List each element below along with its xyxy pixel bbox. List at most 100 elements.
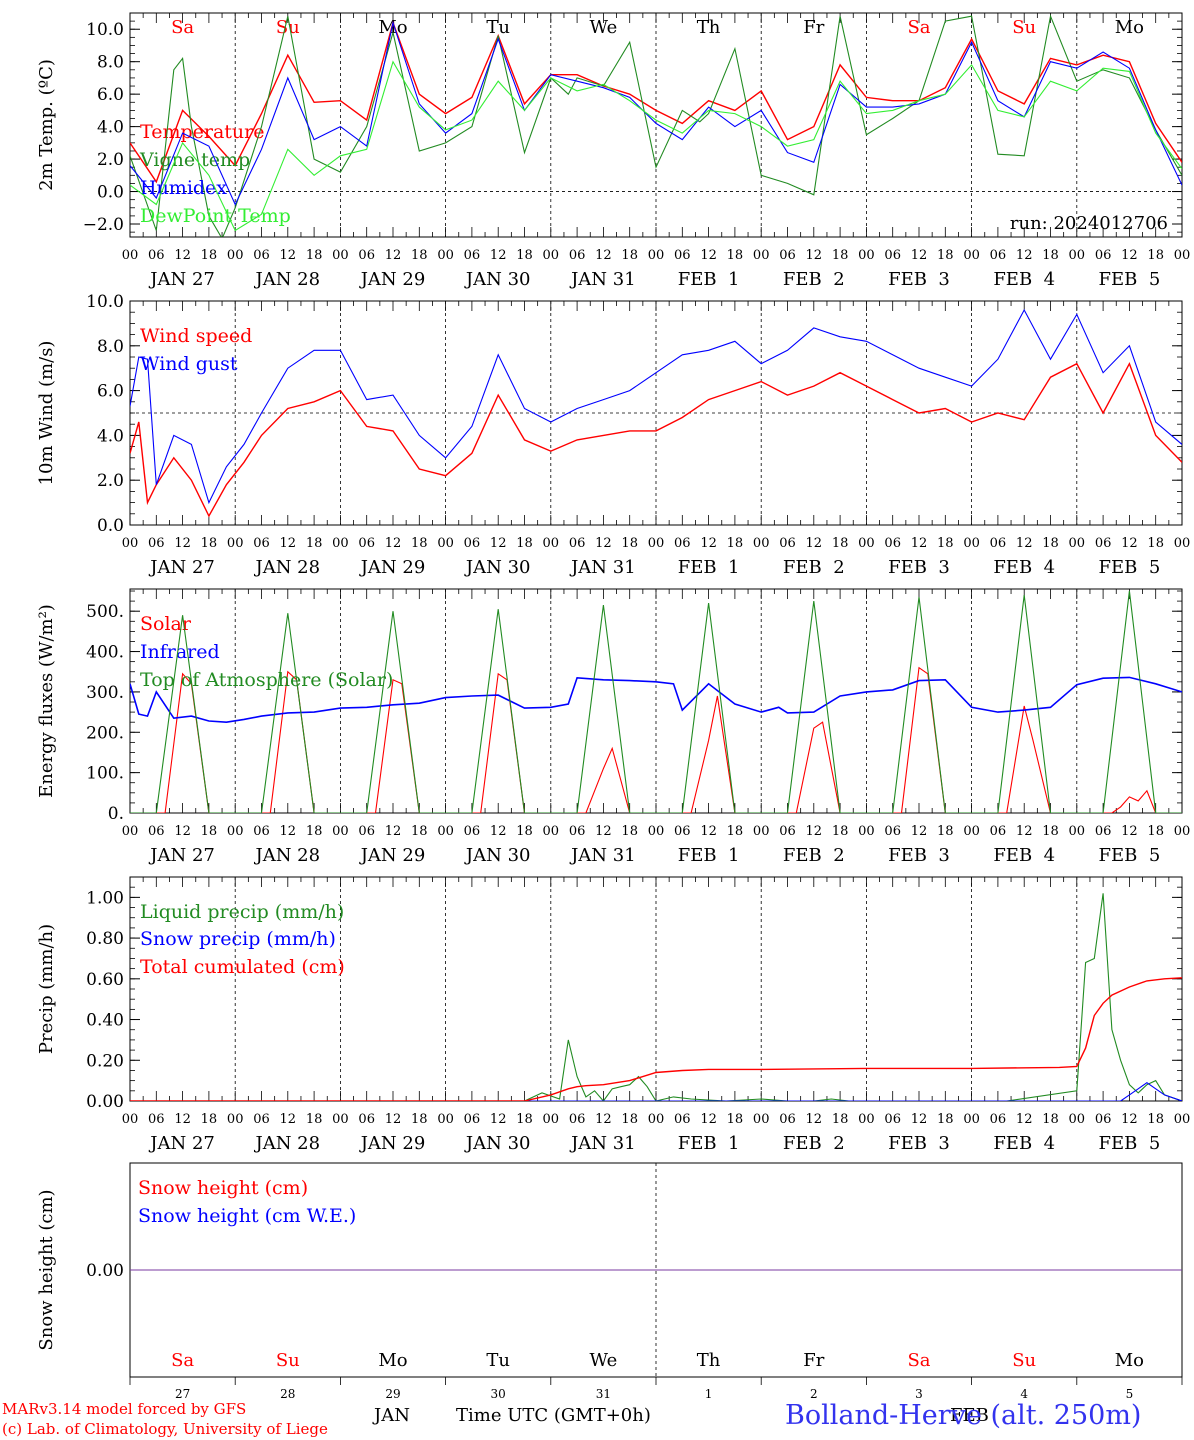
date-label: FEB 1 (678, 269, 740, 290)
hour-label: 00 (648, 248, 665, 263)
day-of-week-label: Sa (171, 1350, 194, 1371)
date-label: FEB 5 (1099, 1133, 1161, 1154)
hour-label: 00 (1069, 248, 1086, 263)
hour-label: 12 (174, 1112, 191, 1127)
date-label: FEB 4 (993, 1133, 1055, 1154)
y-axis-label: Snow height (cm) (36, 1189, 57, 1350)
panel-4: 0.00 0.20 0.40 0.60 0.80 1.00 Precip (mm/h) 00 0… (36, 876, 1190, 1154)
hour-label: 12 (174, 248, 191, 263)
hour-label: 18 (516, 536, 533, 551)
hour-label: 06 (148, 824, 165, 839)
hour-label: 12 (1121, 248, 1138, 263)
date-label: JAN 30 (464, 845, 531, 866)
day-of-week-label: We (590, 1350, 618, 1371)
date-label: FEB 3 (888, 557, 950, 578)
hour-label: 00 (858, 248, 875, 263)
hour-label: 12 (911, 824, 928, 839)
date-label: JAN 28 (254, 269, 321, 290)
day-number-label: 3 (915, 1387, 923, 1401)
hour-label: 12 (911, 248, 928, 263)
date-label: FEB 3 (888, 1133, 950, 1154)
hour-label: 00 (332, 1112, 349, 1127)
hour-label: 18 (832, 1112, 849, 1127)
hour-label: 18 (621, 536, 638, 551)
legend-label: Infrared (140, 641, 220, 663)
legend-label: Top of Atmosphere (Solar) (140, 669, 393, 691)
hour-label: 00 (437, 1112, 454, 1127)
date-label: JAN 31 (569, 845, 636, 866)
hour-label: 00 (753, 824, 770, 839)
day-of-week-label: Mo (378, 1350, 407, 1371)
y-tick-label: 0.00 (86, 1261, 124, 1281)
hour-label: 00 (332, 248, 349, 263)
hour-label: 00 (1174, 824, 1191, 839)
y-tick-label: 500. (86, 602, 124, 622)
hour-label: 12 (1121, 1112, 1138, 1127)
y-tick-label: 2.0 (97, 471, 124, 491)
panel-3: 0. 100. 200. 300. 400. 500. Energy fluxes (W/m… (36, 588, 1191, 866)
hour-label: 00 (753, 536, 770, 551)
y-tick-label: 2.0 (97, 150, 124, 170)
hour-label: 12 (806, 536, 823, 551)
legend-label: Solar (140, 613, 192, 635)
series-line (130, 977, 1182, 1101)
y-tick-label: 10.0 (86, 20, 124, 40)
hour-label: 06 (464, 824, 481, 839)
hour-label: 06 (569, 824, 586, 839)
legend-label: Snow height (cm W.E.) (138, 1205, 356, 1227)
model-credit: MARv3.14 model forced by GFS (2, 1400, 247, 1418)
hour-label: 00 (648, 536, 665, 551)
hour-label: 18 (832, 536, 849, 551)
hour-label: 12 (595, 536, 612, 551)
y-tick-label: 0. (108, 804, 124, 824)
y-tick-label: 0.0 (97, 183, 124, 203)
hour-label: 00 (753, 1112, 770, 1127)
hour-label: 12 (1016, 824, 1033, 839)
y-axis-label: 10m Wind (m/s) (36, 341, 57, 486)
day-number-label: 4 (1020, 1387, 1028, 1401)
series-line (130, 60, 1182, 232)
y-tick-label: 0.00 (86, 1092, 124, 1112)
y-tick-label: 10.0 (86, 292, 124, 312)
hour-label: 00 (332, 536, 349, 551)
hour-label: 12 (700, 824, 717, 839)
hour-label: 00 (858, 1112, 875, 1127)
date-label: JAN 28 (254, 1133, 321, 1154)
hour-label: 12 (911, 536, 928, 551)
hour-label: 06 (569, 536, 586, 551)
y-tick-label: 0.40 (86, 1011, 124, 1031)
y-tick-label: −2.0 (83, 215, 124, 235)
hour-label: 18 (201, 536, 218, 551)
hour-label: 18 (1042, 248, 1059, 263)
hour-label: 06 (253, 248, 270, 263)
hour-label: 06 (253, 824, 270, 839)
day-number-label: 31 (596, 1387, 611, 1401)
hour-label: 18 (621, 824, 638, 839)
legend-label: Snow precip (mm/h) (140, 928, 336, 950)
day-of-week-label: Fr (803, 1350, 824, 1371)
hour-label: 18 (727, 824, 744, 839)
hour-label: 06 (253, 1112, 270, 1127)
hour-label: 18 (1042, 536, 1059, 551)
y-tick-label: 200. (86, 723, 124, 743)
hour-label: 12 (911, 1112, 928, 1127)
hour-label: 00 (227, 824, 244, 839)
date-label: FEB 1 (678, 845, 740, 866)
series-line (130, 590, 1182, 813)
date-label: FEB 2 (783, 1133, 845, 1154)
hour-label: 18 (1147, 536, 1164, 551)
y-tick-label: 6.0 (97, 382, 124, 402)
hour-label: 00 (227, 1112, 244, 1127)
hour-label: 06 (674, 536, 691, 551)
hour-label: 00 (122, 536, 139, 551)
plot-frame (129, 588, 1183, 814)
legend-label: DewPoint Temp (140, 205, 291, 227)
hour-label: 06 (1095, 824, 1112, 839)
hour-label: 00 (332, 824, 349, 839)
hour-label: 06 (990, 536, 1007, 551)
hour-label: 12 (700, 536, 717, 551)
hour-label: 18 (832, 248, 849, 263)
hour-label: 18 (411, 1112, 428, 1127)
hour-label: 12 (1121, 536, 1138, 551)
date-label: JAN 27 (148, 845, 215, 866)
